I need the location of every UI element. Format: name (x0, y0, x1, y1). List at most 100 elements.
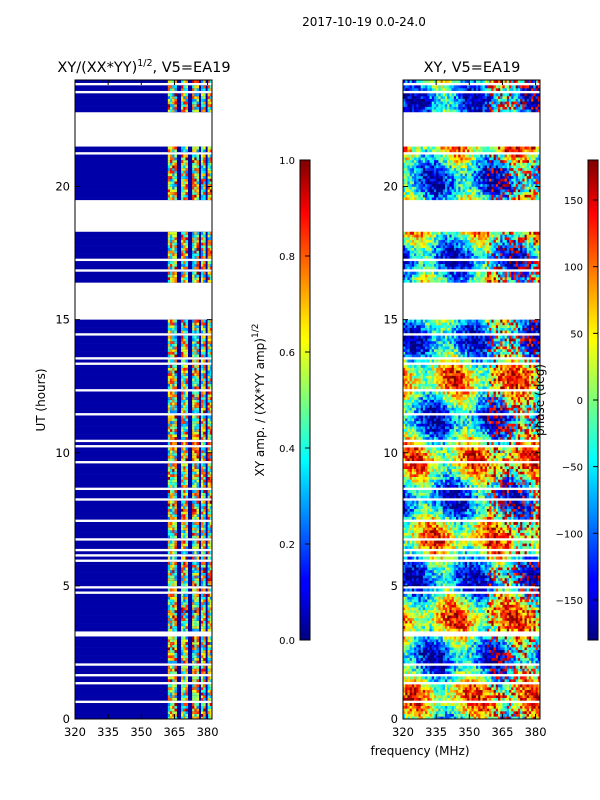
heatmap-cell (420, 649, 424, 653)
heatmap-cell (416, 695, 419, 698)
heatmap-cell (438, 713, 441, 717)
heatmap-cell (403, 609, 406, 613)
heatmap-cell (196, 101, 200, 105)
heatmap-cell (185, 173, 188, 177)
heatmap-cell (203, 346, 206, 350)
heatmap-cell (172, 170, 175, 174)
heatmap-cell (174, 178, 177, 182)
heatmap-cell (491, 620, 494, 624)
heatmap-cell (453, 692, 457, 696)
heatmap-cell (451, 647, 455, 651)
heatmap-cell (172, 471, 175, 475)
heatmap-cell (192, 186, 195, 190)
heatmap-cell (200, 231, 204, 235)
heatmap-cell (502, 660, 505, 664)
heatmap-cell (181, 482, 184, 485)
heatmap-cell (480, 649, 483, 653)
heatmap-row (75, 383, 212, 387)
heatmap-cell (200, 165, 204, 169)
heatmap-cell (174, 367, 177, 371)
heatmap-cell (407, 604, 410, 608)
heatmap-cell (442, 604, 446, 608)
heatmap-cell (418, 628, 421, 632)
heatmap-cell (172, 378, 175, 382)
heatmap-cell (203, 657, 206, 661)
heatmap-cell (183, 173, 186, 177)
heatmap-cell (429, 679, 433, 683)
heatmap-cell (511, 607, 514, 611)
heatmap-cell (181, 521, 184, 525)
heatmap-cell (174, 442, 177, 446)
heatmap-cell (524, 665, 528, 669)
heatmap-cell (181, 146, 184, 150)
heatmap-cell (207, 452, 211, 456)
heatmap-cell (207, 370, 211, 374)
heatmap-cell (484, 639, 488, 643)
heatmap-cell (444, 617, 448, 621)
heatmap-cell (438, 655, 441, 659)
heatmap-cell (170, 80, 173, 83)
heatmap-cell (467, 615, 470, 619)
heatmap-cell (200, 601, 204, 605)
heatmap-cell (429, 692, 433, 696)
heatmap-cell (416, 644, 419, 648)
heatmap-cell (181, 471, 184, 475)
heatmap-cell (522, 703, 525, 706)
heatmap-cell (174, 535, 177, 539)
heatmap-cell (524, 687, 528, 691)
heatmap-cell (170, 561, 173, 565)
heatmap-cell (471, 620, 475, 624)
heatmap-cell (405, 641, 408, 645)
heatmap-cell (183, 431, 186, 435)
heatmap-cell (170, 471, 173, 475)
heatmap-cell (420, 697, 424, 701)
heatmap-cell (475, 676, 479, 680)
heatmap-cell (422, 607, 426, 611)
heatmap-cell (418, 695, 421, 698)
heatmap-cell (181, 383, 184, 387)
heatmap-cell (504, 705, 508, 709)
heatmap-cell (170, 660, 173, 664)
heatmap-cell (183, 527, 186, 531)
heatmap-cell (167, 636, 171, 640)
heatmap-row (75, 617, 212, 621)
heatmap-cell (209, 197, 212, 201)
heatmap-row (75, 101, 212, 105)
heatmap-cell (172, 545, 175, 549)
heatmap-cell (185, 577, 188, 581)
heatmap-cell (209, 167, 212, 171)
heatmap-cell (172, 641, 175, 645)
heatmap-cell (167, 567, 171, 571)
heatmap-cell (500, 644, 503, 648)
heatmap-cell (495, 625, 499, 629)
heatmap-cell (209, 426, 212, 430)
heatmap-cell (405, 679, 408, 683)
heatmap-cell (482, 703, 486, 706)
heatmap-cell (170, 338, 173, 342)
heatmap-cell (200, 447, 204, 451)
heatmap-cell (475, 713, 479, 717)
heatmap-cell (207, 615, 211, 619)
heatmap-cell (167, 697, 171, 701)
heatmap-cell (192, 234, 195, 238)
heatmap-cell (498, 679, 501, 683)
heatmap-cell (418, 713, 421, 717)
heatmap-cell (482, 639, 486, 643)
heatmap-cell (511, 612, 514, 616)
heatmap-cell (167, 98, 171, 102)
heatmap-cell (460, 609, 463, 613)
heatmap-cell (183, 655, 186, 659)
heatmap-row (75, 340, 212, 344)
heatmap-cell (420, 687, 424, 691)
heatmap-cell (167, 191, 171, 195)
heatmap-cell (192, 569, 195, 573)
heatmap-cell (185, 561, 188, 565)
figure-suptitle: 2017-10-19 0.0-24.0 (302, 15, 426, 29)
heatmap-cell (486, 649, 490, 653)
heatmap-cell (467, 695, 470, 698)
heatmap-cell (196, 103, 200, 107)
heatmap-cell (425, 687, 428, 691)
heatmap-cell (200, 551, 204, 555)
heatmap-cell (531, 612, 534, 616)
heatmap-cell (444, 601, 448, 605)
